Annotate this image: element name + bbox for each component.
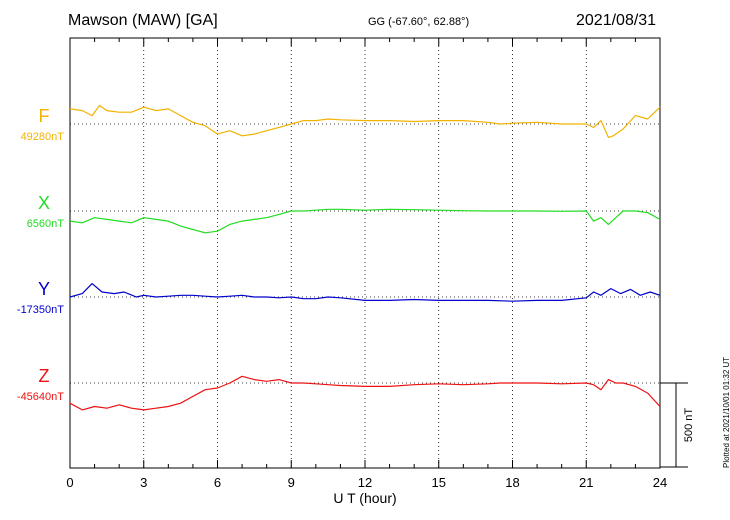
component-label-x: X	[38, 193, 50, 213]
x-tick-label: 15	[432, 475, 446, 490]
component-label-f: F	[39, 106, 50, 126]
component-label-z: Z	[39, 366, 50, 386]
station-title: Mawson (MAW) [GA]	[68, 12, 218, 29]
baseline-value-x: 6560nT	[27, 218, 65, 230]
plot-date: 2021/08/31	[576, 12, 657, 29]
x-axis-label: U T (hour)	[333, 490, 396, 506]
x-tick-label: 0	[66, 475, 73, 490]
x-tick-label: 9	[288, 475, 295, 490]
x-tick-label: 21	[579, 475, 593, 490]
series-x-line	[69, 208, 661, 234]
component-label-y: Y	[38, 279, 50, 299]
x-tick-label: 12	[358, 475, 372, 490]
x-tick-label: 18	[505, 475, 519, 490]
station-coordinates: GG (-67.60°, 62.88°)	[368, 16, 470, 28]
x-tick-label: 6	[214, 475, 221, 490]
series-z-line	[69, 375, 661, 411]
baseline-value-z: -45640nT	[17, 391, 64, 403]
baseline-value-y: -17350nT	[17, 304, 64, 316]
x-tick-label: 24	[653, 475, 667, 490]
x-tick-label: 3	[140, 475, 147, 490]
baseline-value-f: 49280nT	[21, 131, 65, 143]
series-y-line	[69, 283, 661, 302]
series-f-line	[69, 104, 661, 138]
scale-bar-label: 500 nT	[683, 408, 695, 443]
